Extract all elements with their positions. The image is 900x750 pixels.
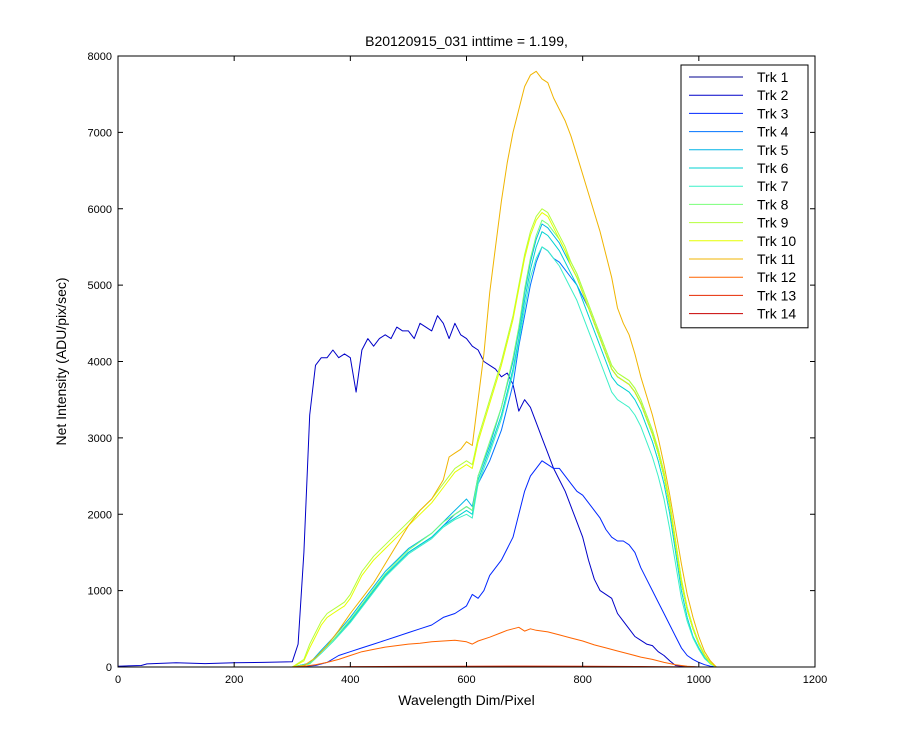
y-tick-label: 1000 [88,586,112,598]
y-tick-label: 2000 [88,509,112,521]
x-tick-label: 1000 [687,674,711,686]
series-line-trk-12 [118,626,711,668]
y-tick-label: 6000 [88,204,112,216]
legend-label: Trk 2 [757,87,789,103]
legend-label: Trk 7 [757,178,789,194]
y-tick-label: 4000 [88,357,112,369]
series-layer [117,70,815,668]
legend-label: Trk 8 [757,196,789,212]
legend-label: Trk 14 [757,306,796,322]
legend: Trk 1 Trk 2 Trk 3 Trk 4 Trk 5 Trk 6 Trk 7 Trk 8… [680,64,809,329]
legend-label: Trk 1 [757,69,789,85]
series-line-trk-11 [118,70,717,668]
x-tick-label: 400 [341,674,359,686]
legend-label: Trk 4 [757,124,789,140]
x-tick-label: 800 [573,674,591,686]
y-tick-label: 3000 [88,433,112,445]
y-tick-label: 5000 [88,280,112,292]
y-tick-label: 7000 [88,127,112,139]
series-line-trk-2 [117,315,711,668]
x-axis-title: Wavelength Dim/Pixel [398,692,534,708]
legend-label: Trk 3 [757,105,789,121]
x-tick-label: 200 [225,674,243,686]
legend-label: Trk 9 [757,215,789,231]
x-tick-label: 0 [115,674,121,686]
axis-ticks: 0 200 400 600 800 1000 1200 0 1000 2000 3000 4000 50… [88,51,828,686]
legend-label: Trk 13 [757,287,796,303]
legend-label: Trk 11 [757,251,795,267]
series-line-trk-9 [118,208,717,668]
series-line-trk-7 [118,246,717,668]
series-line-trk-10 [118,212,717,668]
y-tick-label: 8000 [88,51,112,63]
x-tick-label: 600 [457,674,475,686]
series-line-trk-3 [118,460,717,668]
chart-title: B20120915_031 inttime = 1.199, [365,33,568,49]
series-line-trk-6 [118,231,717,668]
y-tick-label: 0 [106,662,112,674]
legend-label: Trk 12 [757,269,796,285]
legend-label: Trk 5 [757,142,789,158]
legend-box [680,64,809,329]
x-tick-label: 1200 [803,674,827,686]
legend-label: Trk 10 [757,233,796,249]
legend-label: Trk 6 [757,160,789,176]
y-axis-title: Net Intensity (ADU/pix/sec) [53,277,69,445]
